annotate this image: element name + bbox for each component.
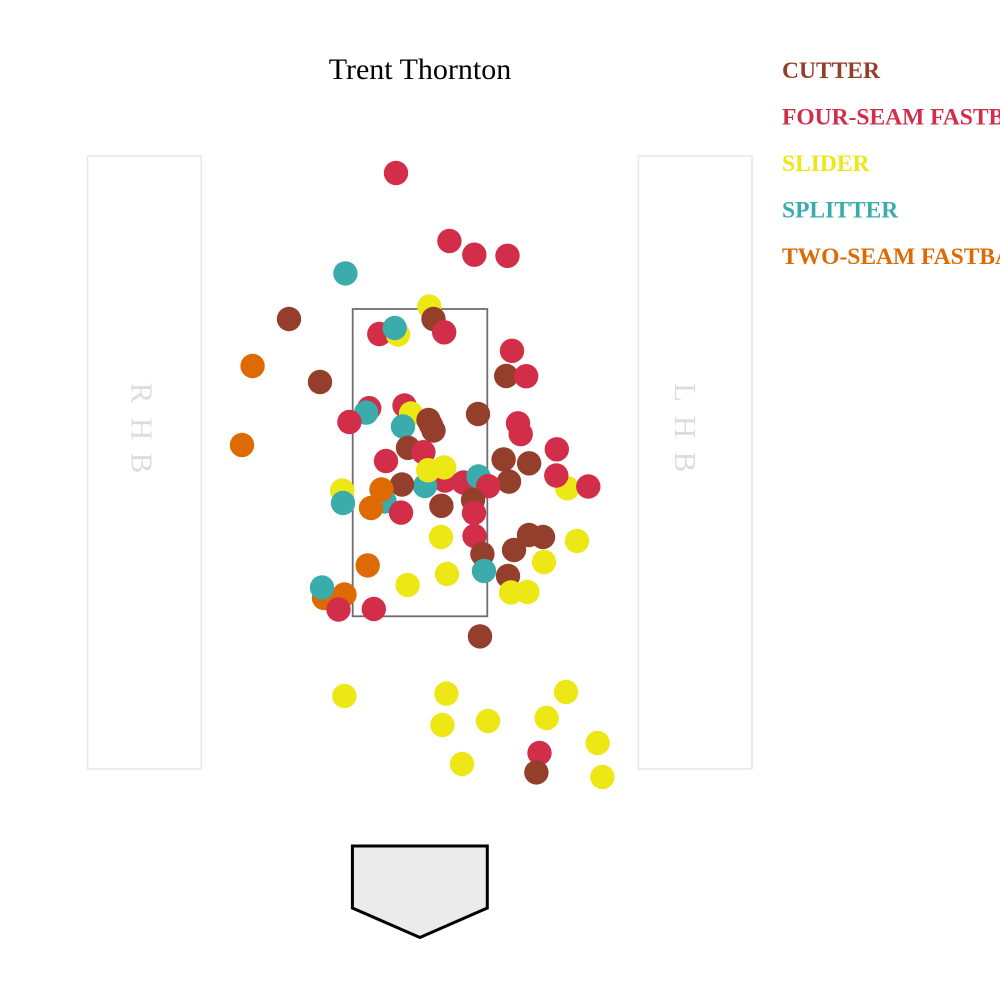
svg-text:TWO-SEAM FASTBALL: TWO-SEAM FASTBALL — [782, 244, 1000, 270]
svg-text:FOUR-SEAM FASTBALL: FOUR-SEAM FASTBALL — [782, 105, 1000, 131]
svg-text:L: L — [668, 383, 703, 402]
svg-text:Trent Thornton: Trent Thornton — [329, 53, 512, 86]
svg-text:B: B — [668, 452, 703, 473]
svg-text:SPLITTER: SPLITTER — [782, 198, 899, 224]
svg-text:SLIDER: SLIDER — [782, 151, 871, 177]
svg-text:H: H — [668, 416, 703, 438]
svg-text:R: R — [125, 383, 160, 404]
svg-text:CUTTER: CUTTER — [782, 58, 881, 84]
svg-text:H: H — [125, 418, 160, 440]
svg-text:B: B — [125, 453, 160, 474]
